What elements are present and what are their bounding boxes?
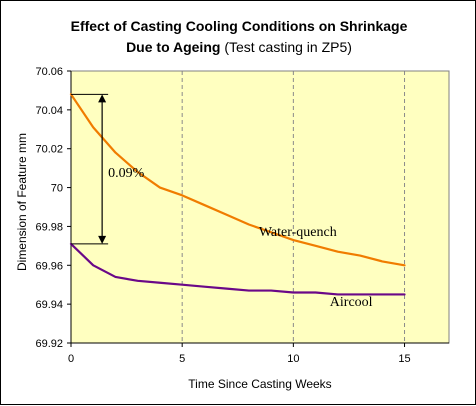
y-tick-label: 70.04 (35, 105, 63, 117)
x-tick-label: 15 (398, 353, 410, 365)
chart-subtitle: Due to Ageing (Test casting in ZP5) (126, 39, 352, 55)
x-tick-label: 10 (287, 353, 299, 365)
chart-subtitle-normal: (Test casting in ZP5) (224, 39, 352, 55)
y-tick-label: 69.94 (35, 299, 63, 311)
water-quench-label: Water-quench (259, 225, 337, 240)
x-axis-label: Time Since Casting Weeks (188, 377, 331, 391)
chart-subtitle-bold: Due to Ageing (126, 39, 220, 55)
difference-label: 0.09% (108, 166, 145, 181)
plot-area (71, 71, 449, 343)
y-axis-label: Dimension of Feature mm (15, 133, 29, 271)
x-tick-label: 0 (68, 353, 74, 365)
chart-title: Effect of Casting Cooling Conditions on … (71, 18, 408, 34)
series-line-aircool (69, 242, 406, 296)
y-tick-label: 69.98 (35, 221, 63, 233)
series-line-water-quench (69, 93, 406, 267)
plot-layer: 69.92 69.94 69.96 69.98 70 70.02 70.04 70.06 0 5 1… (35, 66, 450, 365)
y-tick-label: 70 (51, 183, 63, 195)
y-tick-label: 70.06 (35, 66, 63, 78)
aircool-label: Aircool (330, 295, 373, 310)
y-tick-label: 69.96 (35, 260, 63, 272)
y-tick-label: 70.02 (35, 144, 63, 156)
y-tick-label: 69.92 (35, 338, 63, 350)
difference-arrow-head-up (98, 94, 107, 103)
difference-arrow-head-down (98, 235, 107, 244)
x-tick-label: 5 (179, 353, 185, 365)
